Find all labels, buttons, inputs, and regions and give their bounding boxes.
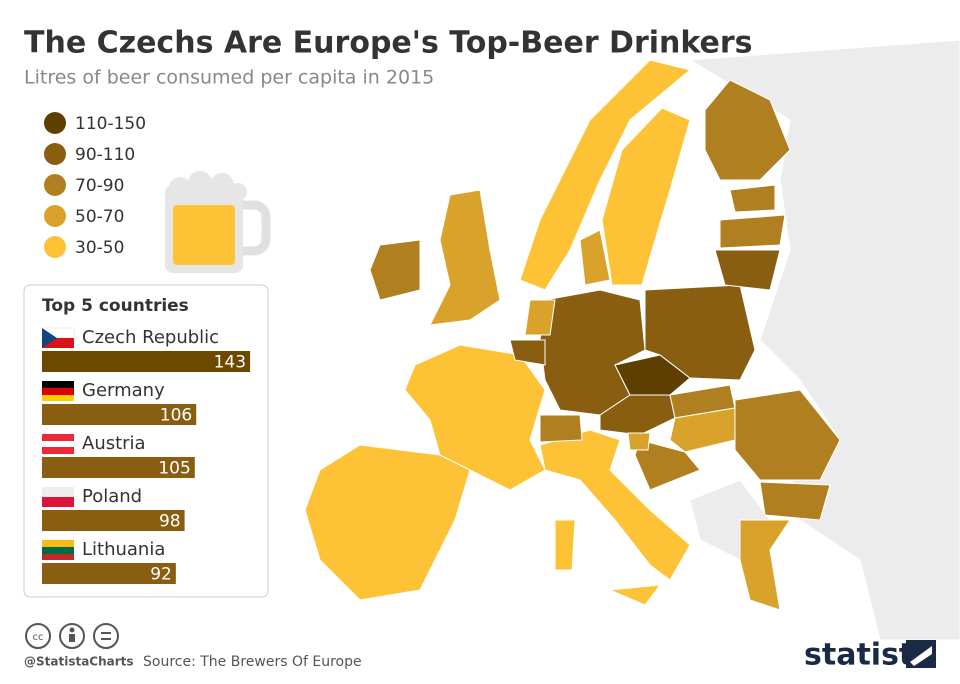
subtitle: Litres of beer consumed per capita in 20… bbox=[24, 67, 434, 89]
region bbox=[519, 59, 692, 291]
region bbox=[759, 481, 831, 521]
bar bbox=[42, 351, 251, 372]
bar bbox=[42, 563, 176, 584]
region bbox=[579, 229, 611, 286]
source: Source: The Brewers Of Europe bbox=[143, 654, 362, 670]
brand-logo bbox=[906, 640, 936, 668]
country-name: Czech Republic bbox=[82, 327, 219, 348]
region bbox=[539, 414, 583, 443]
region bbox=[539, 429, 691, 581]
legend-label: 30-50 bbox=[75, 238, 124, 258]
legend-label: 90-110 bbox=[75, 145, 135, 165]
bar bbox=[42, 510, 185, 531]
handle: @StatistaCharts bbox=[24, 655, 134, 669]
country-name: Lithuania bbox=[82, 539, 165, 560]
beer-icon bbox=[165, 171, 271, 273]
region bbox=[719, 214, 786, 249]
region bbox=[609, 584, 662, 606]
legend-label: 50-70 bbox=[75, 207, 124, 227]
country-name: Austria bbox=[82, 433, 146, 454]
region bbox=[524, 299, 556, 336]
legend-swatch bbox=[44, 205, 66, 227]
svg-text:cc: cc bbox=[33, 632, 44, 643]
bar bbox=[42, 457, 195, 478]
region bbox=[627, 432, 651, 451]
region bbox=[429, 189, 501, 326]
country-name: Poland bbox=[82, 486, 142, 507]
legend-swatch bbox=[44, 174, 66, 196]
legend-swatch bbox=[44, 112, 66, 134]
value-label: 106 bbox=[160, 406, 192, 426]
legend-label: 110-150 bbox=[75, 114, 146, 134]
legend-swatch bbox=[44, 236, 66, 258]
legend-swatch bbox=[44, 143, 66, 165]
region bbox=[669, 407, 736, 453]
legend: 110-150 90-110 70-90 50-70 30-50 bbox=[44, 112, 146, 258]
region bbox=[614, 354, 691, 396]
region bbox=[734, 389, 841, 481]
flags bbox=[41, 327, 75, 560]
region bbox=[304, 444, 471, 601]
box-title: Top 5 countries bbox=[42, 296, 189, 316]
bar bbox=[42, 404, 197, 425]
region bbox=[509, 339, 546, 366]
title: The Czechs Are Europe's Top-Beer Drinker… bbox=[24, 26, 753, 61]
region bbox=[704, 79, 791, 181]
legend-label: 70-90 bbox=[75, 176, 124, 196]
region bbox=[404, 344, 546, 491]
value-label: 105 bbox=[158, 459, 190, 479]
value-label: 98 bbox=[159, 512, 181, 532]
bar-chart: Czech Republic 143 Germany 106 Austria 105 Pol… bbox=[42, 327, 251, 585]
map bbox=[304, 39, 960, 641]
region bbox=[729, 184, 776, 213]
region bbox=[644, 284, 756, 381]
region bbox=[714, 249, 781, 291]
region bbox=[739, 519, 791, 611]
region bbox=[369, 239, 421, 301]
region bbox=[634, 439, 701, 491]
region bbox=[601, 107, 691, 286]
license-icons: cc bbox=[25, 623, 119, 649]
value-label: 92 bbox=[150, 565, 172, 585]
value-label: 143 bbox=[214, 353, 246, 373]
country-name: Germany bbox=[82, 380, 165, 401]
region bbox=[554, 519, 576, 571]
